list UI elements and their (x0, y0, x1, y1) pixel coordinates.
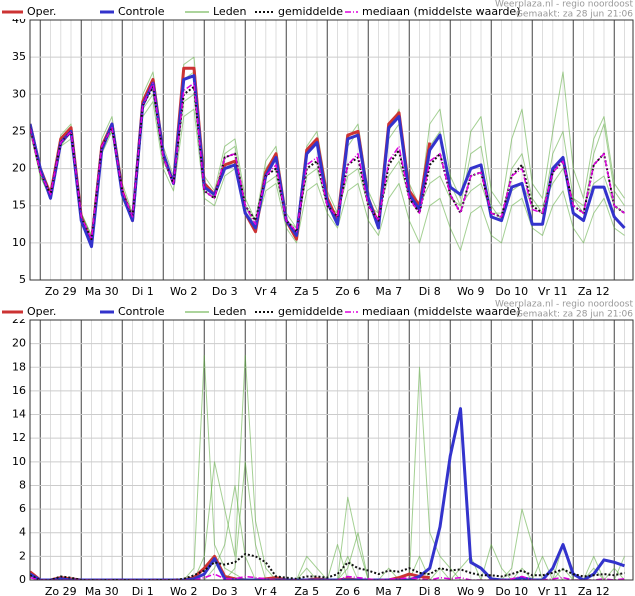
x-tick-label: Ma 7 (375, 285, 402, 298)
legend-label: Leden (213, 305, 246, 318)
legend-label: Controle (118, 305, 165, 318)
y-tick-label: 15 (12, 199, 26, 212)
x-tick-label: Di 8 (419, 585, 441, 596)
y-tick-label: 4 (19, 526, 26, 539)
x-tick-label: Ma 30 (85, 585, 119, 596)
x-tick-label: Vr 4 (254, 585, 277, 596)
x-tick-label: Ma 7 (375, 585, 402, 596)
x-tick-label: Za 12 (578, 285, 610, 298)
x-tick-label: Wo 2 (170, 585, 197, 596)
source: Weerplaza.nl - regio noordoost (495, 300, 633, 310)
plot-frame (29, 19, 634, 281)
y-tick-label: 30 (12, 87, 26, 100)
member-line (30, 461, 625, 580)
legend-bg (0, 5, 515, 19)
legend-label: Leden (213, 5, 246, 18)
y-tick-label: 16 (12, 384, 26, 397)
y-tick-label: 20 (12, 337, 26, 350)
y-tick-label: 0 (19, 573, 26, 586)
x-tick-label: Ma 30 (85, 285, 119, 298)
x-tick-label: Za 5 (294, 585, 319, 596)
source: Weerplaza.nl - regio noordoost (495, 0, 633, 10)
y-tick-label: 10 (12, 236, 26, 249)
y-tick-label: 8 (19, 478, 26, 491)
y-tick-label: 14 (12, 408, 26, 421)
x-tick-label: Di 1 (132, 585, 154, 596)
series-line (30, 82, 625, 240)
y-tick-label: 2 (19, 549, 26, 562)
x-tick-label: Zo 6 (335, 585, 360, 596)
x-tick-label: Wo 9 (457, 585, 484, 596)
series-line (30, 573, 625, 580)
legend-label: gemiddelde (278, 5, 343, 18)
x-tick-label: Do 3 (212, 285, 238, 298)
legend-label: mediaan (middelste waarde) (362, 5, 520, 18)
y-tick-label: 35 (12, 50, 26, 63)
x-tick-label: Do 10 (495, 285, 528, 298)
x-tick-label: Do 10 (495, 585, 528, 596)
y-tick-label: 18 (12, 360, 26, 373)
x-tick-label: Zo 29 (45, 585, 77, 596)
series-line (30, 553, 625, 580)
x-tick-label: Zo 6 (335, 285, 360, 298)
x-tick-label: Vr 11 (538, 285, 568, 298)
legend-label: Oper. (27, 305, 56, 318)
y-tick-label: 6 (19, 502, 26, 515)
x-tick-label: Do 3 (212, 585, 238, 596)
x-tick-label: Vr 4 (254, 285, 277, 298)
legend-bg (0, 305, 515, 319)
legend-label: Oper. (27, 5, 56, 18)
x-tick-label: Wo 9 (457, 285, 484, 298)
created: Gemaakt: za 28 jun 21:06 (516, 310, 633, 320)
x-tick-label: Di 1 (132, 285, 154, 298)
x-tick-label: Zo 29 (45, 285, 77, 298)
x-tick-label: Za 5 (294, 285, 319, 298)
y-tick-label: 12 (12, 431, 26, 444)
legend-label: mediaan (middelste waarde) (362, 305, 520, 318)
series-line (30, 554, 430, 580)
plot-frame (29, 319, 634, 581)
legend-label: Controle (118, 5, 165, 18)
y-tick-label: 25 (12, 124, 26, 137)
x-tick-label: Wo 2 (170, 285, 197, 298)
plot-lines (30, 56, 626, 251)
y-tick-label: 5 (19, 273, 26, 286)
legend-label: gemiddelde (278, 305, 343, 318)
created: Gemaakt: za 28 jun 21:06 (516, 10, 633, 20)
y-tick-label: 20 (12, 162, 26, 175)
x-tick-label: Vr 11 (538, 585, 568, 596)
series-line (30, 85, 626, 241)
y-tick-label: 10 (12, 455, 26, 468)
x-tick-label: Za 12 (578, 585, 610, 596)
x-tick-label: Di 8 (419, 285, 441, 298)
plot-lines (30, 354, 625, 580)
